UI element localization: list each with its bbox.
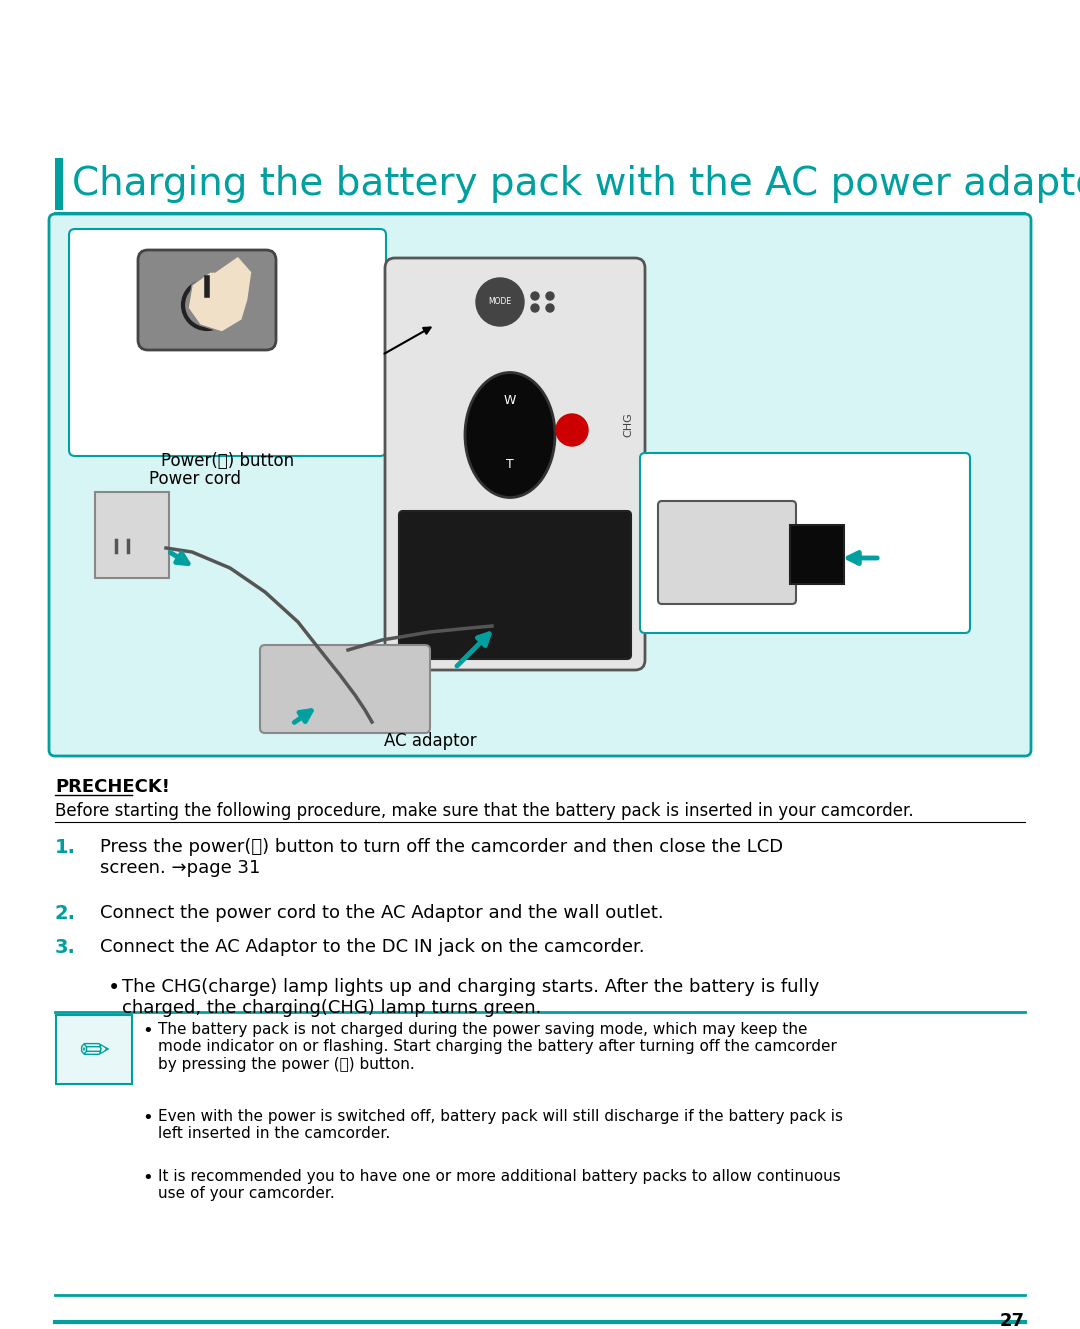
Text: •: • xyxy=(108,978,120,998)
Text: •: • xyxy=(141,1108,152,1127)
Circle shape xyxy=(546,292,554,300)
Text: PRECHECK!: PRECHECK! xyxy=(55,777,170,796)
FancyBboxPatch shape xyxy=(640,453,970,633)
Text: 1.: 1. xyxy=(55,839,76,857)
Text: Charging the battery pack with the AC power adaptor: Charging the battery pack with the AC po… xyxy=(72,165,1080,203)
FancyBboxPatch shape xyxy=(384,258,645,670)
FancyBboxPatch shape xyxy=(95,492,168,578)
FancyBboxPatch shape xyxy=(69,229,386,456)
Polygon shape xyxy=(188,256,252,332)
Text: Connect the power cord to the AC Adaptor and the wall outlet.: Connect the power cord to the AC Adaptor… xyxy=(100,904,663,922)
Text: It is recommended you to have one or more additional battery packs to allow cont: It is recommended you to have one or mor… xyxy=(158,1170,840,1201)
Ellipse shape xyxy=(465,372,555,497)
Text: ✏: ✏ xyxy=(79,1035,109,1069)
Circle shape xyxy=(476,278,524,326)
FancyBboxPatch shape xyxy=(789,525,843,583)
Text: W: W xyxy=(503,393,516,407)
FancyBboxPatch shape xyxy=(55,158,63,210)
Circle shape xyxy=(556,415,588,447)
FancyBboxPatch shape xyxy=(399,510,631,659)
Circle shape xyxy=(546,304,554,312)
Text: Connect the AC Adaptor to the DC IN jack on the camcorder.: Connect the AC Adaptor to the DC IN jack… xyxy=(100,938,645,956)
Text: MODE: MODE xyxy=(488,298,512,307)
Text: 27: 27 xyxy=(1000,1312,1025,1329)
Text: T: T xyxy=(507,459,514,472)
Text: CHG: CHG xyxy=(623,412,633,437)
FancyBboxPatch shape xyxy=(260,645,430,734)
FancyBboxPatch shape xyxy=(138,250,276,350)
FancyBboxPatch shape xyxy=(56,1015,132,1084)
Text: Power cord: Power cord xyxy=(149,470,241,488)
Text: Power(ⓧ) button: Power(ⓧ) button xyxy=(161,452,295,470)
Text: Before starting the following procedure, make sure that the battery pack is inse: Before starting the following procedure,… xyxy=(55,801,914,820)
Text: •: • xyxy=(141,1022,152,1041)
Text: AC adaptor: AC adaptor xyxy=(383,732,476,750)
FancyBboxPatch shape xyxy=(658,501,796,603)
Text: •: • xyxy=(141,1170,152,1187)
Text: Even with the power is switched off, battery pack will still discharge if the ba: Even with the power is switched off, bat… xyxy=(158,1108,843,1142)
Text: 2.: 2. xyxy=(55,904,76,924)
FancyBboxPatch shape xyxy=(49,214,1031,756)
Circle shape xyxy=(531,292,539,300)
Text: The CHG(charge) lamp lights up and charging starts. After the battery is fully
c: The CHG(charge) lamp lights up and charg… xyxy=(122,978,820,1017)
Circle shape xyxy=(531,304,539,312)
Text: 3.: 3. xyxy=(55,938,76,957)
Text: Press the power(ⓧ) button to turn off the camcorder and then close the LCD
scree: Press the power(ⓧ) button to turn off th… xyxy=(100,839,783,877)
Text: The battery pack is not charged during the power saving mode, which may keep the: The battery pack is not charged during t… xyxy=(158,1022,837,1071)
